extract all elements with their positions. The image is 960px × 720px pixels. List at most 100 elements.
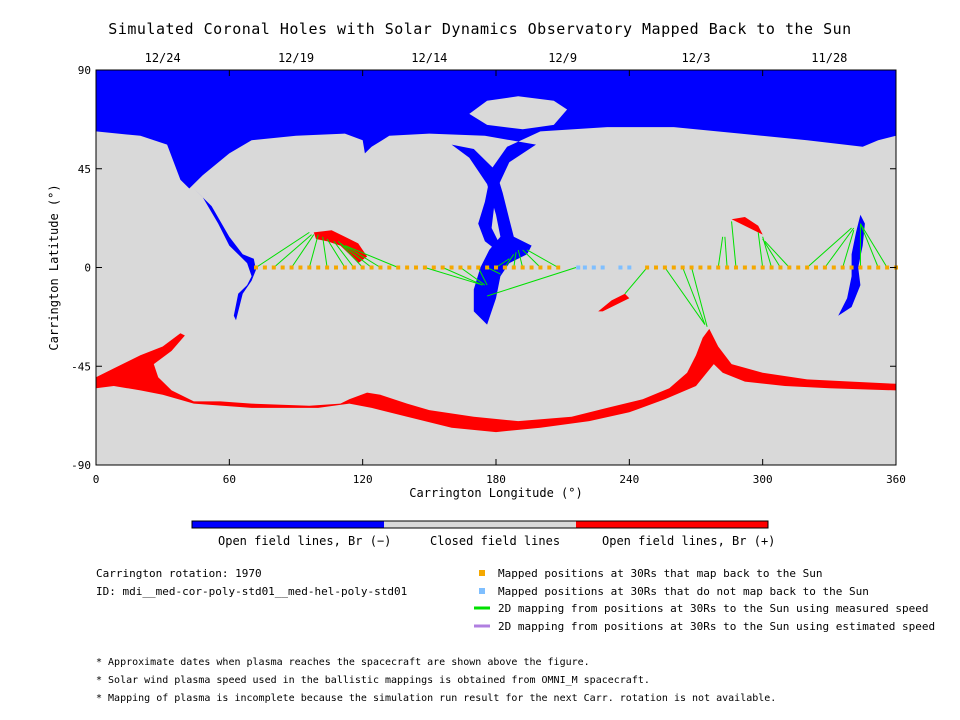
mapped-point-5 (298, 265, 303, 270)
mapping-line-25 (682, 267, 706, 325)
unmapped-point-1 (582, 265, 587, 270)
colorbar-negative (192, 521, 384, 528)
mapping-line-22 (486, 267, 577, 297)
mapped-point-9 (334, 265, 338, 270)
mapped-point-12 (360, 265, 365, 270)
east-negative-patch (838, 214, 865, 316)
mapped-point-38 (671, 265, 676, 270)
unmapped-point-2 (591, 265, 596, 270)
mapped-point-0 (254, 265, 258, 270)
mapped-point-47 (751, 265, 756, 270)
mapping-line-27 (717, 236, 724, 268)
mapped-point-62 (885, 265, 890, 270)
mapped-point-43 (716, 265, 721, 270)
mapped-point-15 (387, 265, 392, 270)
mapping-line-6 (333, 240, 355, 268)
ytick-label-2: 0 (84, 262, 91, 275)
south-positive-band (96, 328, 896, 433)
legend-label-mapped: Mapped positions at 30Rs that map back t… (498, 567, 823, 580)
mapping-line-33 (764, 240, 790, 268)
mapped-point-27 (494, 265, 498, 270)
closed-island (469, 96, 568, 130)
colorbar-label-negative: Open field lines, Br (−) (218, 534, 392, 548)
mapping-line-39 (860, 223, 888, 268)
mapped-point-61 (876, 265, 881, 270)
mapped-point-7 (316, 265, 321, 270)
mapped-point-21 (440, 265, 445, 270)
mapping-line-0 (255, 231, 310, 268)
mapping-line-3 (308, 234, 319, 268)
date-label-0: 12/24 (145, 51, 181, 65)
mapped-point-57 (840, 265, 845, 270)
mapping-line-35 (824, 227, 855, 268)
note-incomplete: * Mapping of plasma is incomplete becaus… (96, 693, 777, 704)
mapped-point-13 (369, 265, 374, 270)
mapped-point-23 (458, 265, 463, 270)
mapping-line-13 (460, 267, 486, 286)
mapped-point-59 (858, 265, 863, 270)
mapping-line-32 (762, 238, 781, 268)
mapping-line-5 (326, 238, 346, 268)
mapped-point-11 (351, 265, 356, 270)
mapping-line-16 (495, 258, 510, 268)
mapped-point-44 (725, 265, 730, 270)
mapped-point-40 (689, 265, 694, 270)
ytick-label-3: 45 (78, 163, 91, 176)
mapped-point-45 (734, 265, 738, 270)
mapped-point-19 (422, 265, 427, 270)
mapping-line-9 (344, 245, 381, 268)
unmapped-point-0 (576, 265, 581, 270)
mapped-point-60 (867, 265, 872, 270)
mapping-line-15 (486, 267, 501, 275)
mapped-point-42 (707, 265, 712, 270)
mapped-point-16 (396, 265, 401, 270)
xtick-label-5: 300 (753, 473, 773, 486)
mapped-point-10 (342, 265, 347, 270)
mapping-line-10 (344, 245, 399, 268)
mapped-point-50 (778, 265, 783, 270)
date-label-2: 12/14 (411, 51, 447, 65)
north-hole-lobe-center (451, 144, 532, 325)
mapped-point-17 (405, 265, 410, 270)
positive-patch-b (598, 293, 630, 312)
date-label-1: 12/19 (278, 51, 314, 65)
mapped-point-34 (556, 265, 561, 270)
mapped-point-14 (378, 265, 383, 270)
mapped-point-37 (662, 265, 667, 270)
mapped-point-51 (787, 265, 792, 270)
mapping-line-26 (691, 267, 708, 327)
mapped-point-4 (289, 265, 294, 270)
mapped-point-2 (271, 265, 276, 270)
mapped-point-3 (280, 265, 285, 270)
date-label-4: 12/3 (682, 51, 711, 65)
mapped-point-29 (511, 265, 516, 270)
mapping-line-34 (806, 227, 852, 268)
legend-label-estimated: 2D mapping from positions at 30Rs to the… (498, 620, 936, 633)
legend-label-not-mapped: Mapped positions at 30Rs that do not map… (498, 585, 869, 598)
run-id: ID: mdi__med-cor-poly-std01__med-hel-pol… (96, 585, 408, 598)
mapped-point-48 (760, 265, 765, 270)
mapping-line-4 (322, 236, 328, 268)
note-speed: * Solar wind plasma speed used in the ba… (96, 675, 650, 686)
mapping-line-21 (526, 249, 559, 268)
carrington-rotation: Carrington rotation: 1970 (96, 567, 262, 580)
mapped-point-35 (645, 265, 650, 270)
colorbar-frame (191, 520, 769, 529)
colorbar (191, 520, 769, 529)
y-axis-label: Carrington Latitude (°) (47, 184, 61, 350)
mapped-point-24 (467, 265, 472, 270)
mapped-point-53 (805, 265, 810, 270)
xtick-label-4: 240 (619, 473, 639, 486)
positive-patch-c (731, 217, 763, 235)
mapped-point-46 (742, 265, 747, 270)
xtick-label-0: 0 (93, 473, 100, 486)
mapping-line-18 (513, 252, 517, 268)
ytick-label-4: 90 (78, 64, 91, 77)
mapped-point-8 (325, 265, 330, 270)
mapping-line-38 (859, 223, 879, 268)
mapping-line-29 (731, 221, 737, 268)
mapping-line-30 (757, 232, 764, 268)
date-label-5: 11/28 (811, 51, 847, 65)
unmapped-point-5 (627, 265, 632, 270)
mapped-point-36 (654, 265, 658, 270)
